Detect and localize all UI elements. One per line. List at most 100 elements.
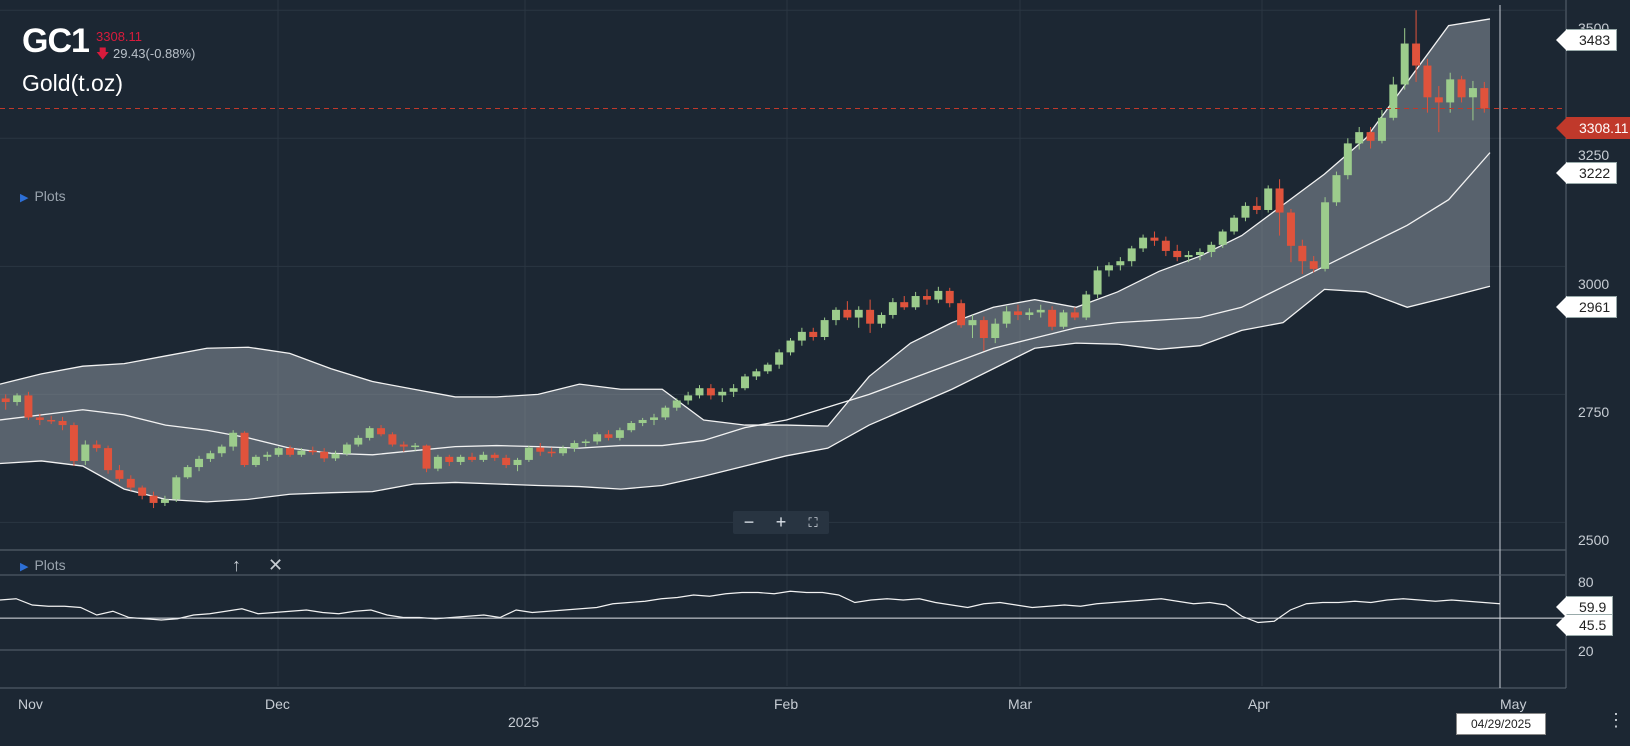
candle-body bbox=[923, 296, 931, 300]
zoom-in-button[interactable]: + bbox=[775, 512, 787, 532]
candle-body bbox=[217, 446, 226, 454]
candle-body bbox=[559, 448, 567, 454]
candle-body bbox=[1002, 311, 1011, 324]
candle-body bbox=[1127, 248, 1136, 262]
candle-body bbox=[1480, 88, 1489, 109]
candle-body bbox=[888, 302, 897, 315]
candle-body bbox=[58, 420, 67, 426]
price-change-value: 29.43(-0.88%) bbox=[113, 46, 196, 61]
symbol-header: GC1 bbox=[22, 22, 90, 61]
candle-body bbox=[1355, 132, 1364, 144]
candle-body bbox=[274, 448, 283, 455]
candle-body bbox=[1275, 188, 1284, 213]
candle-body bbox=[1252, 205, 1261, 210]
candle-body bbox=[1298, 245, 1307, 262]
x-axis-label: Feb bbox=[774, 696, 799, 712]
candle-body bbox=[1036, 309, 1045, 313]
x-axis-label: Apr bbox=[1248, 696, 1270, 712]
candle-body bbox=[422, 445, 431, 469]
candle-body bbox=[399, 444, 408, 447]
candle-body bbox=[81, 444, 90, 461]
candle-body bbox=[1434, 97, 1443, 103]
x-axis-label: Dec bbox=[265, 696, 290, 712]
fullscreen-button[interactable]: ⛶ bbox=[808, 514, 818, 530]
last-price: 3308.11 bbox=[96, 29, 143, 44]
candle-body bbox=[570, 443, 579, 449]
y-axis-label: 2500 bbox=[1578, 532, 1610, 548]
candle-body bbox=[149, 495, 158, 503]
candle-body bbox=[729, 388, 738, 392]
candle-body bbox=[775, 352, 784, 365]
candle-body bbox=[92, 444, 101, 449]
candle-body bbox=[331, 453, 340, 459]
candle-body bbox=[411, 445, 420, 448]
candle-body bbox=[1230, 217, 1239, 232]
candle-body bbox=[695, 388, 704, 396]
candle-body bbox=[1139, 237, 1148, 249]
bollinger-lower-line bbox=[0, 285, 1491, 503]
price-change: 🡇 29.43(-0.88%) bbox=[96, 45, 195, 67]
candle-body bbox=[547, 451, 556, 454]
close-pane-button[interactable]: ✕ bbox=[268, 555, 284, 575]
candle-body bbox=[1468, 88, 1477, 98]
move-up-button[interactable]: ↑ bbox=[232, 555, 241, 575]
indicator-a-tag: 59.9 bbox=[1555, 596, 1614, 618]
candle-body bbox=[900, 302, 909, 308]
menu-icon[interactable]: ⋮ bbox=[1607, 710, 1625, 730]
candle-body bbox=[911, 296, 920, 308]
candle-body bbox=[1070, 312, 1079, 318]
candle-body bbox=[524, 447, 533, 460]
plots-label-sub: Plots bbox=[34, 557, 66, 573]
candle-body bbox=[468, 456, 477, 460]
candle-body bbox=[251, 456, 260, 466]
candle-body bbox=[945, 290, 954, 304]
candle-body bbox=[1389, 84, 1398, 118]
candle-body bbox=[741, 376, 749, 389]
candle-body bbox=[1286, 212, 1295, 246]
candle-body bbox=[115, 470, 124, 479]
candle-body bbox=[1412, 43, 1421, 66]
candle-body bbox=[354, 437, 363, 445]
candle-body bbox=[638, 419, 647, 424]
zoom-out-button[interactable]: − bbox=[743, 512, 755, 532]
candle-body bbox=[763, 364, 772, 372]
candle-body bbox=[684, 395, 693, 401]
candle-body bbox=[854, 309, 863, 318]
plots-toggle-sub[interactable]: ▶ Plots bbox=[20, 557, 66, 573]
candle-body bbox=[206, 453, 215, 459]
candle-body bbox=[650, 417, 658, 420]
candle-body bbox=[593, 434, 602, 442]
candle-body bbox=[797, 331, 806, 341]
candle-body bbox=[286, 448, 295, 455]
candle-body bbox=[388, 434, 397, 445]
candle-body bbox=[968, 320, 977, 326]
candle-body bbox=[320, 451, 329, 459]
cursor-date-label: 04/29/2025 bbox=[1456, 713, 1546, 735]
candle-body bbox=[1184, 255, 1193, 258]
candle-body bbox=[706, 388, 715, 396]
candle-body bbox=[377, 428, 386, 435]
candle-body bbox=[13, 395, 22, 403]
candle-body bbox=[1104, 265, 1113, 271]
candle-body bbox=[126, 478, 135, 488]
bollinger-band-fill bbox=[0, 18, 1490, 502]
plots-toggle-main[interactable]: ▶ Plots bbox=[20, 188, 66, 204]
candle-body bbox=[1093, 270, 1102, 295]
candle-body bbox=[1400, 43, 1409, 85]
candle-body bbox=[456, 456, 465, 462]
candle-body bbox=[24, 395, 33, 418]
candle-body bbox=[1423, 65, 1432, 98]
last-price-tag: 3308.11 bbox=[1556, 117, 1630, 139]
candle-body bbox=[627, 423, 636, 431]
x-axis-label: May bbox=[1500, 696, 1527, 712]
candle-body bbox=[1218, 231, 1227, 245]
candle-body bbox=[809, 331, 818, 337]
y-axis-label: 2750 bbox=[1578, 404, 1610, 420]
candle-body bbox=[502, 457, 511, 466]
candle-body bbox=[1446, 79, 1455, 103]
sub-axis-label: 20 bbox=[1578, 643, 1594, 659]
candle-body bbox=[1013, 311, 1022, 315]
candle-body bbox=[47, 419, 56, 422]
indicator-line bbox=[0, 590, 1501, 624]
